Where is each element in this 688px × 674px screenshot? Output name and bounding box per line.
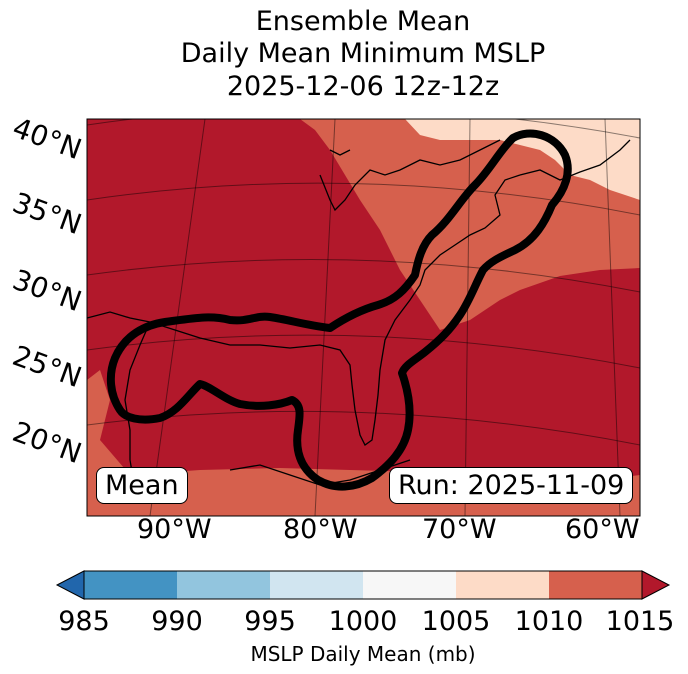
- field-1005-1010: [405, 119, 640, 200]
- colorbar-tick-1015: 1015: [605, 606, 675, 637]
- colorbar-frame: [83, 570, 643, 600]
- lon-label-70: 70°W: [422, 514, 497, 545]
- field-1010-1015-south: [87, 370, 640, 516]
- colorbar-segment-990-995: [177, 571, 270, 599]
- stat-box: Mean: [96, 467, 188, 504]
- colorbar-tick-1000: 1000: [328, 606, 398, 637]
- colorbar-segment-985-990: [84, 571, 177, 599]
- lon-label-80: 80°W: [283, 514, 358, 545]
- colorbar-extend-low: [55, 570, 85, 600]
- lon-label-90: 90°W: [137, 514, 212, 545]
- colorbar-segment-995-1000: [270, 571, 363, 599]
- map-frame: [86, 118, 641, 517]
- colorbar-extend-high: [641, 570, 671, 600]
- run-date-box: Run: 2025-11-09: [389, 467, 634, 504]
- graticule: [87, 119, 640, 516]
- colorbar-segment-1005-1010: [456, 571, 549, 599]
- colorbar-label: MSLP Daily Mean (mb): [250, 642, 476, 666]
- lon-label-60: 60°W: [565, 514, 640, 545]
- colorbar-tick-995: 995: [244, 606, 296, 637]
- colorbar-tick-985: 985: [58, 606, 110, 637]
- low-track-contour: [106, 129, 572, 491]
- colorbar-segment-1000-1005: [363, 571, 456, 599]
- title-line-3: 2025-12-06 12z-12z: [226, 71, 500, 102]
- colorbar: [55, 570, 671, 600]
- field-1010-1015-north: [300, 119, 640, 330]
- colorbar-tick-1005: 1005: [421, 606, 491, 637]
- colorbar-segment-1010-1015: [549, 571, 642, 599]
- colorbar-tick-1010: 1010: [514, 606, 584, 637]
- map-area: [87, 119, 640, 516]
- title-line-2: Daily Mean Minimum MSLP: [180, 38, 546, 69]
- colorbar-tick-990: 990: [151, 606, 203, 637]
- title-line-1: Ensemble Mean: [255, 6, 471, 37]
